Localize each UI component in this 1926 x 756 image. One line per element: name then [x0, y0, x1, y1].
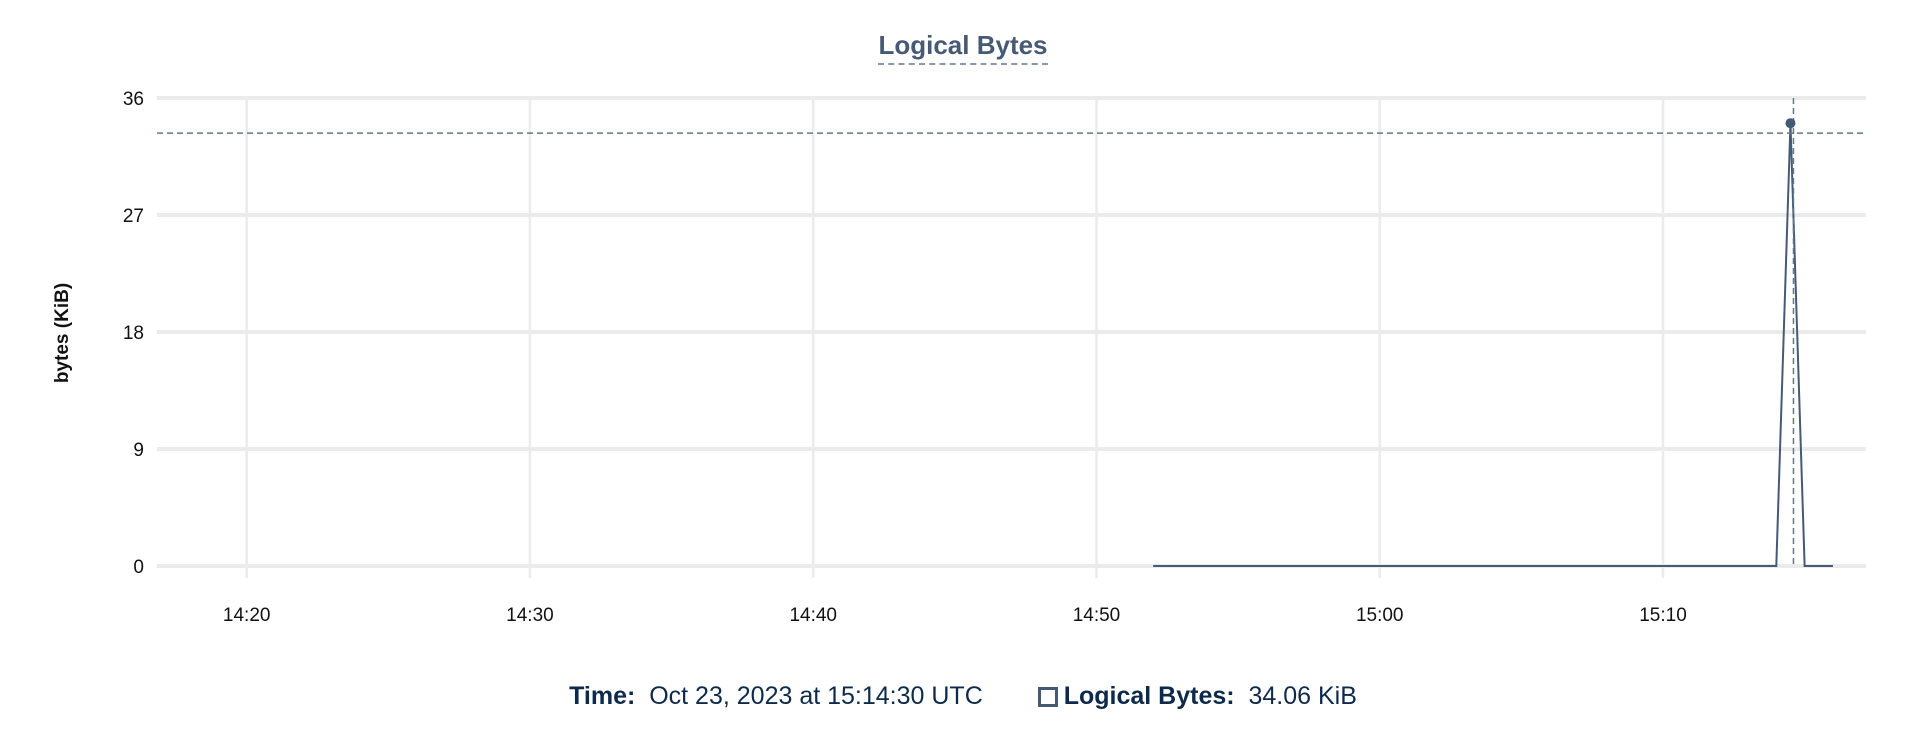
y-tick-label: 27	[123, 206, 144, 227]
series-swatch-icon[interactable]	[1037, 687, 1058, 707]
time-label: Time:	[569, 682, 636, 710]
y-tick-label: 9	[133, 440, 144, 461]
y-tick-label: 0	[133, 557, 144, 578]
series-value: 34.06 KiB	[1248, 682, 1357, 710]
x-tick-label: 14:40	[789, 605, 837, 626]
time-value: Oct 23, 2023 at 15:14:30 UTC	[649, 682, 983, 710]
x-tick-label: 15:10	[1639, 605, 1687, 626]
chart-title: Logical Bytes	[0, 30, 1926, 65]
series-label: Logical Bytes:	[1063, 682, 1235, 710]
x-tick-label: 14:30	[506, 605, 554, 626]
hover-legend: Time: Oct 23, 2023 at 15:14:30 UTC Logic…	[0, 682, 1926, 711]
y-tick-label: 18	[123, 323, 144, 344]
y-tick-label: 36	[123, 89, 144, 110]
series-line	[1153, 123, 1833, 567]
x-tick-label: 14:50	[1073, 605, 1121, 626]
x-tick-label: 15:00	[1356, 605, 1404, 626]
y-axis-label: bytes (KiB)	[52, 283, 73, 383]
chart-title-text[interactable]: Logical Bytes	[878, 30, 1048, 65]
hover-point	[1785, 118, 1796, 129]
x-tick-label: 14:20	[223, 605, 271, 626]
